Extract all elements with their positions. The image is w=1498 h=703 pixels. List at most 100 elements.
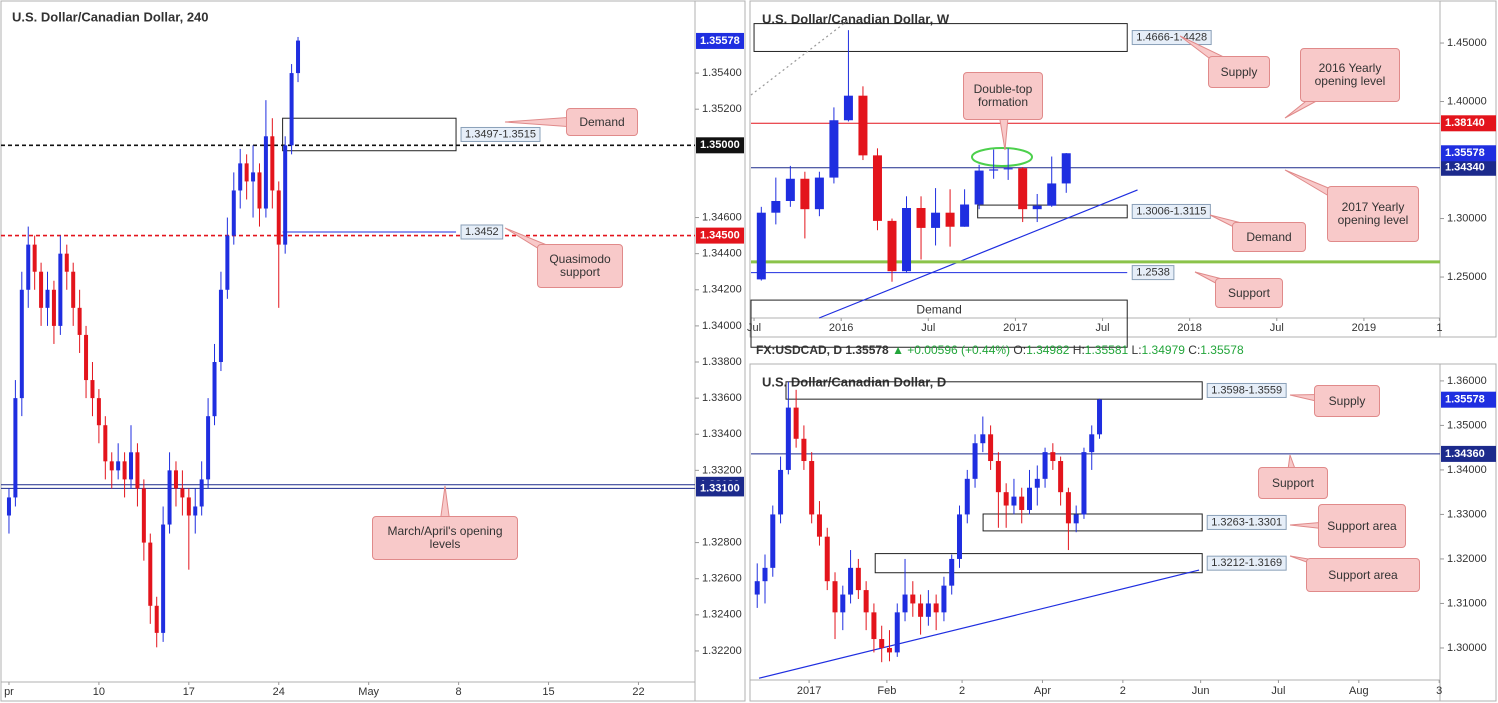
zone <box>785 381 1203 400</box>
candle-body <box>45 289 50 308</box>
price-badge <box>696 480 744 497</box>
x-tick-label: 2019 <box>1352 322 1376 334</box>
callout: Double-top formation <box>963 72 1043 120</box>
x-tick-label: Jul <box>921 322 935 334</box>
candle-body <box>180 488 185 498</box>
price-badge <box>1441 391 1496 408</box>
candle-body <box>32 244 37 272</box>
price-badge-label: 1.34340 <box>1445 162 1485 174</box>
callout: Supply <box>1314 385 1380 417</box>
zone-label: 1.3212-1.3169 <box>1211 557 1282 569</box>
candle-body <box>793 407 799 439</box>
y-tick-label: 1.33200 <box>702 464 742 476</box>
callout: Supply <box>1208 56 1270 88</box>
y-tick-label: 1.35400 <box>702 67 742 79</box>
candle-body <box>251 172 256 182</box>
candle-body <box>863 590 869 613</box>
callout: Support <box>1258 467 1328 499</box>
candle-body <box>910 594 916 604</box>
candle-body <box>980 434 986 444</box>
candle-body <box>956 514 962 559</box>
y-tick-label: 1.36000 <box>1447 375 1487 387</box>
candle-body <box>988 434 994 462</box>
price-badge <box>1441 445 1496 462</box>
x-tick-label: 2 <box>959 685 965 697</box>
candle-body <box>51 289 56 326</box>
price-badge-label: 1.35578 <box>1445 147 1485 159</box>
trendline <box>758 569 1200 679</box>
candle-body <box>1042 452 1048 479</box>
symbol: FX:USDCAD, D <box>756 343 842 357</box>
candle-body <box>225 235 230 290</box>
y-tick-label: 1.32600 <box>702 573 742 585</box>
candle-body <box>64 253 69 272</box>
candle-body <box>1027 487 1033 510</box>
candle-body <box>276 190 281 245</box>
zone-tag <box>1206 514 1287 530</box>
callout: Support <box>1215 278 1283 308</box>
candle-body <box>778 469 784 515</box>
candle-body <box>918 603 924 617</box>
candle-body <box>771 200 781 213</box>
x-tick-label: Apr <box>1034 685 1051 697</box>
level-tag: 1.3452 <box>465 226 499 238</box>
candle-body <box>840 594 846 613</box>
callout: Quasimodo support <box>537 244 623 288</box>
candle-body <box>77 307 82 335</box>
double-top-marker <box>971 147 1033 167</box>
candle-body <box>1032 205 1042 210</box>
candle-body <box>1003 168 1013 170</box>
zone-tag <box>1206 555 1287 571</box>
candle-body <box>58 253 63 326</box>
candle-body <box>263 136 268 209</box>
candle-body <box>843 95 853 121</box>
candle-body <box>141 488 146 543</box>
candle-body <box>816 514 822 537</box>
x-tick-label: May <box>358 686 379 698</box>
zone-label: 1.3006-1.3115 <box>1136 205 1206 217</box>
chart-title: U.S. Dollar/Canadian Dollar, W <box>762 11 950 26</box>
price-badge <box>696 137 744 154</box>
y-tick-label: 1.33400 <box>702 428 742 440</box>
x-tick-label: 24 <box>273 686 285 698</box>
candle-body <box>283 145 288 245</box>
candle-body <box>1019 496 1025 510</box>
candle-body <box>6 497 11 516</box>
x-tick-label: 2018 <box>1177 322 1201 334</box>
candle-body <box>1061 153 1071 184</box>
candle-body <box>26 244 31 290</box>
y-tick-label: 1.34200 <box>702 284 742 296</box>
candle-body <box>762 567 768 582</box>
candle-body <box>129 452 134 480</box>
ohlc-key: L: <box>1132 343 1142 357</box>
zone-tag <box>1206 382 1287 398</box>
price-badge <box>1441 115 1496 132</box>
zone-label: 1.3497-1.3515 <box>465 128 536 140</box>
candle-body <box>801 438 807 462</box>
candle-body <box>871 612 877 640</box>
y-tick-label: 1.32800 <box>702 536 742 548</box>
callout: 2017 Yearly opening level <box>1327 186 1419 242</box>
x-tick-label: Jul <box>1270 322 1284 334</box>
zone-label: 1.4666-1.4428 <box>1136 31 1207 43</box>
candle-body <box>949 558 955 586</box>
x-tick-label: 2017 <box>797 685 821 697</box>
zone <box>874 553 1203 574</box>
candle-body <box>770 514 776 568</box>
change: ▲ +0.00596 (+0.44%) <box>892 343 1010 357</box>
trendline <box>750 17 852 96</box>
candle-body <box>945 212 955 227</box>
candle-body <box>1003 492 1009 506</box>
candle-body <box>135 452 140 489</box>
zone-tag <box>460 126 541 142</box>
price-badge <box>696 227 744 244</box>
x-tick-label: 17 <box>183 686 195 698</box>
candle-body <box>872 155 882 221</box>
y-tick-label: 1.32400 <box>702 609 742 621</box>
ohlc-key: C: <box>1188 343 1200 357</box>
candle-body <box>103 425 108 462</box>
candle-body <box>960 204 970 227</box>
candle-body <box>90 380 95 399</box>
price-badge-label: 1.38140 <box>1445 117 1485 129</box>
